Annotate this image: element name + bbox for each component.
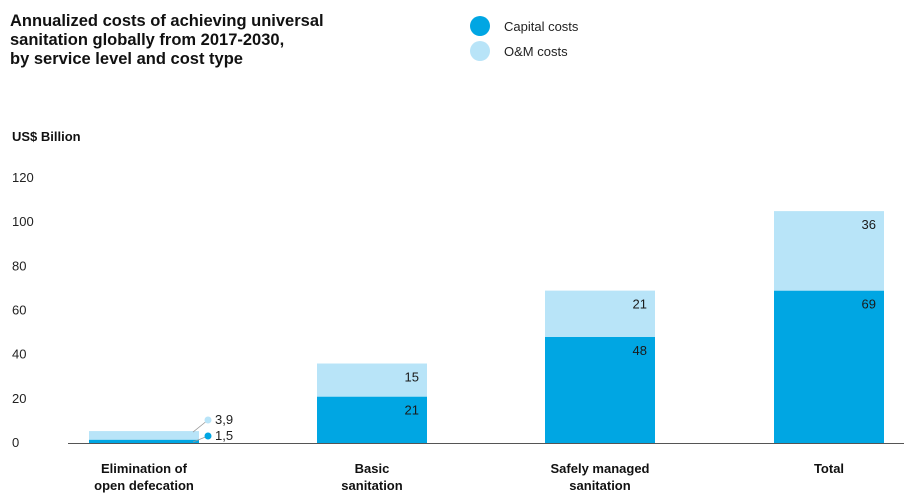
y-tick-label: 0 [12, 435, 19, 450]
callout-dot-capital [204, 432, 212, 440]
legend-item-om: O&M costs [470, 39, 578, 63]
data-label-om: 15 [405, 370, 419, 385]
legend-swatch-capital [470, 16, 490, 36]
bar-segment-om [545, 290, 655, 337]
legend-label-om: O&M costs [504, 43, 568, 59]
chart-title-line: sanitation globally from 2017-2030, [10, 31, 285, 49]
y-tick-label: 120 [12, 170, 34, 185]
callout-dot-om [204, 416, 212, 424]
bar-segment-capital [89, 439, 199, 443]
x-category-label: sanitation [341, 478, 402, 493]
x-category-label: Elimination of [101, 461, 188, 476]
y-tick-label: 60 [12, 303, 26, 318]
data-label-capital: 48 [633, 343, 647, 358]
data-label-capital: 69 [862, 297, 876, 312]
legend-swatch-om [470, 41, 490, 61]
chart-legend: Capital costs O&M costs [470, 14, 578, 64]
y-tick-label: 100 [12, 214, 34, 229]
data-label-capital: 21 [405, 403, 419, 418]
chart-title: Annualized costs of achieving universal … [10, 12, 390, 69]
x-category-label: open defecation [94, 478, 194, 493]
x-category-label: Total [814, 461, 844, 476]
bar-segment-om [317, 363, 427, 397]
data-label-om: 3,9 [215, 412, 233, 427]
legend-item-capital: Capital costs [470, 14, 578, 38]
y-tick-label: 40 [12, 347, 26, 362]
data-label-capital: 1,5 [215, 428, 233, 443]
x-category-label: Basic [355, 461, 390, 476]
y-axis-unit-label: US$ Billion [12, 129, 81, 144]
bar-segment-capital [774, 290, 884, 443]
bar-segment-capital [545, 337, 655, 443]
chart-title-line: Annualized costs of achieving universal [10, 12, 324, 30]
data-label-om: 21 [633, 297, 647, 312]
x-category-label: sanitation [569, 478, 630, 493]
bar-segment-om [774, 211, 884, 291]
chart-title-line: by service level and cost type [10, 50, 243, 68]
data-label-om: 36 [862, 217, 876, 232]
legend-label-capital: Capital costs [504, 18, 579, 34]
y-tick-label: 20 [12, 391, 26, 406]
bar-segment-capital [317, 396, 427, 443]
x-category-label: Safely managed [551, 461, 650, 476]
y-tick-label: 80 [12, 258, 26, 273]
bar-segment-om [89, 431, 199, 440]
